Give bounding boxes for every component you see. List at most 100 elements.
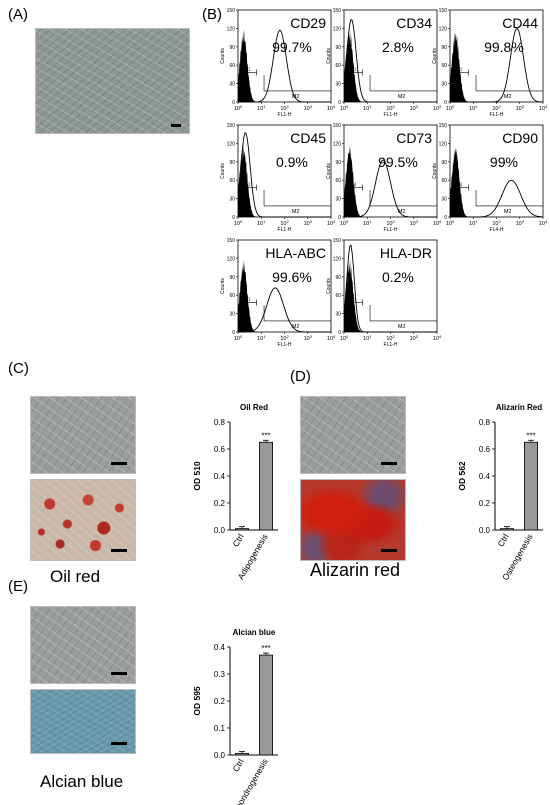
x-tick-label: 103 [516, 219, 525, 227]
x-tick-label: 104 [539, 104, 548, 112]
y-axis-label: Counts [326, 163, 332, 179]
x-tick-label: 103 [410, 334, 419, 342]
marker-name: HLA-ABC [265, 245, 326, 261]
marker-stained-peak [343, 18, 437, 103]
x-tick-label: 104 [327, 334, 336, 342]
significance-marker: *** [261, 644, 270, 653]
x-tick-label: 102 [280, 104, 289, 112]
marker-stained-peak [344, 159, 437, 218]
x-tick-label: 101 [469, 104, 478, 112]
y-tick-label: 30 [229, 312, 235, 318]
y-tick-label: 150 [227, 238, 236, 244]
x-tick-label: 102 [386, 104, 395, 112]
x-tick-label: 100 [446, 104, 455, 112]
y-tick-label: 0.8 [479, 418, 491, 427]
y-tick-label: 90 [229, 160, 235, 166]
marker-stained-peak [450, 179, 544, 218]
y-tick-label: 0.4 [214, 643, 226, 652]
x-tick-label: 103 [410, 104, 419, 112]
positive-percentage: 0.9% [276, 154, 308, 170]
y-tick-label: 90 [335, 45, 341, 51]
chart-title: Alcian blue [233, 628, 276, 637]
y-tick-label: 90 [441, 45, 447, 51]
y-tick-label: 0.1 [214, 724, 226, 733]
x-tick-label: 101 [363, 219, 372, 227]
panel-label-c: (C) [8, 360, 29, 377]
marker-name: CD73 [396, 130, 432, 146]
scale-bar [171, 124, 181, 127]
y-tick-label: 150 [227, 123, 236, 129]
x-axis-label: FL1-H [384, 112, 398, 118]
gate-m2-label: M2 [292, 324, 300, 330]
y-tick-label: 150 [333, 123, 342, 129]
gate-m2-label: M2 [292, 94, 300, 100]
y-tick-label: 30 [335, 312, 341, 318]
scale-bar [381, 549, 397, 552]
panel-label-b: (B) [202, 6, 222, 23]
x-tick-label: 104 [433, 104, 442, 112]
category-label: Ctrl [495, 532, 510, 549]
marker-stained-peak [237, 132, 331, 218]
y-tick-label: 30 [335, 82, 341, 88]
alizarin-red-caption: Alizarin red [310, 560, 401, 580]
y-tick-label: 150 [439, 8, 448, 14]
histogram-hla-dr: 0 30 60 90 120 150 Counts 100 101 102 103 104 FL1-H M… [326, 238, 442, 348]
gate-m1-label: M1 [244, 297, 251, 302]
category-label: Ctrl [230, 532, 245, 549]
gate-m2-label: M2 [504, 209, 512, 215]
x-tick-label: 103 [304, 219, 313, 227]
x-tick-label: 101 [257, 334, 266, 342]
y-tick-label: 0.6 [214, 445, 226, 454]
gate-m1-label: M1 [350, 297, 357, 302]
gate-m2-label: M2 [292, 209, 300, 215]
y-tick-label: 0 [232, 215, 235, 221]
gate-m1-label: M1 [244, 182, 251, 187]
y-tick-label: 120 [227, 256, 236, 262]
y-tick-label: 90 [229, 45, 235, 51]
isotype-control-peak [450, 31, 471, 102]
x-axis-label: FL1-H [278, 227, 292, 233]
x-tick-label: 102 [386, 219, 395, 227]
y-tick-label: 90 [441, 160, 447, 166]
y-tick-label: 60 [335, 293, 341, 299]
y-tick-label: 30 [441, 82, 447, 88]
y-tick-label: 30 [335, 197, 341, 203]
x-axis-label: FL1-H [278, 342, 292, 348]
x-axis-label: FL1-H [384, 227, 398, 233]
x-tick-label: 101 [257, 219, 266, 227]
histogram-cd90: 0 30 60 90 120 150 Counts 100 101 102 103 104 FL4-H M… [432, 123, 548, 233]
positive-percentage: 0.2% [382, 269, 414, 285]
isotype-control-peak [450, 147, 471, 217]
y-axis-label: Counts [220, 278, 226, 294]
isotype-control-peak [344, 29, 365, 102]
oil-red-caption: Oil red [50, 567, 101, 586]
y-tick-label: 0 [338, 330, 341, 336]
marker-name: CD44 [502, 15, 538, 31]
histogram-cd34: 0 30 60 90 120 150 Counts 100 101 102 103 104 FL1-H M… [326, 8, 442, 118]
category-label: Ctrl [230, 757, 245, 774]
y-axis-label: OD 562 [457, 461, 467, 491]
bar-adipogenesis [259, 441, 274, 531]
y-tick-label: 0.0 [479, 526, 491, 535]
y-tick-label: 0.4 [479, 472, 491, 481]
scale-bar [381, 462, 397, 465]
y-tick-label: 90 [229, 275, 235, 281]
panel-label-d: (D) [290, 368, 311, 385]
x-tick-label: 104 [327, 219, 336, 227]
flow-cytometry-grid: 0 30 60 90 120 150 Counts 100 101 102 103 104 FL1-H M… [220, 8, 548, 348]
y-tick-label: 0 [444, 100, 447, 106]
x-tick-label: 100 [340, 104, 349, 112]
y-tick-label: 30 [229, 82, 235, 88]
scale-bar [111, 672, 127, 675]
isotype-control-peak [238, 259, 259, 332]
y-axis-label: Counts [432, 48, 438, 64]
positive-percentage: 99.6% [272, 269, 312, 285]
x-axis-label: FL1-H [278, 112, 292, 118]
x-axis-label: FL1-H [490, 112, 504, 118]
y-tick-label: 120 [333, 256, 342, 262]
gate-m1-label: M1 [350, 67, 357, 72]
y-tick-label: 120 [439, 26, 448, 32]
isotype-control-peak [238, 143, 259, 217]
y-tick-label: 0.4 [214, 472, 226, 481]
